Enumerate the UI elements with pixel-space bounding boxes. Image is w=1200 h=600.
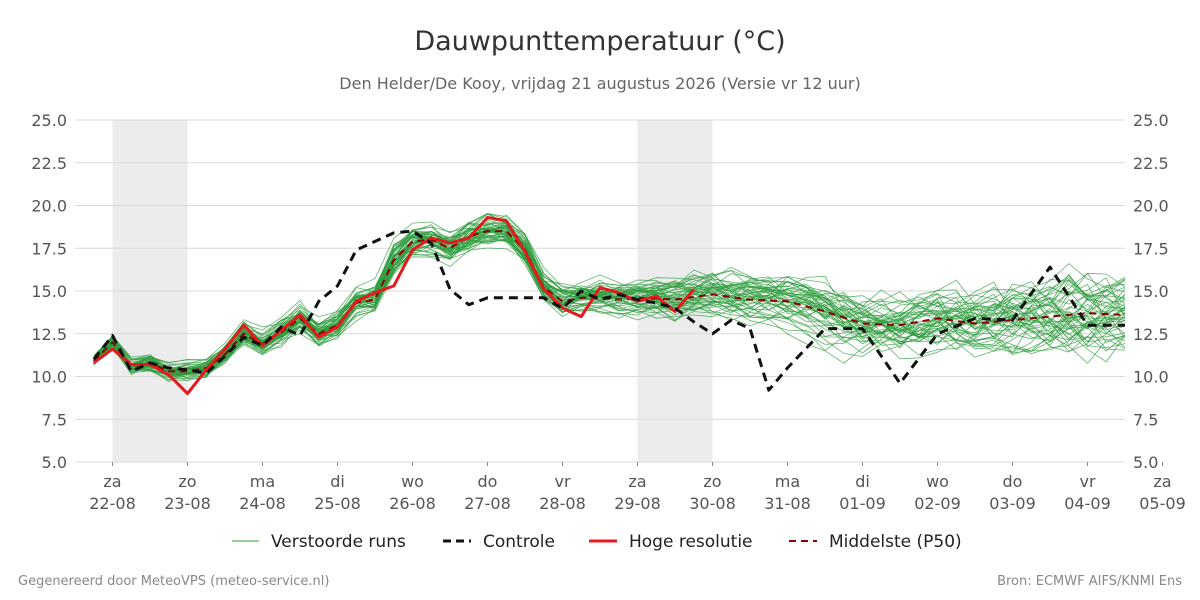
x-tick-date: 01-09	[839, 494, 886, 513]
x-tick-date: 25-08	[314, 494, 361, 513]
series-controle	[92, 229, 1125, 392]
ensemble-run	[93, 232, 1125, 381]
chart-subtitle: Den Helder/De Kooy, vrijdag 21 augustus …	[339, 74, 860, 93]
y-tick-label: 7.5	[42, 410, 67, 429]
ensemble-run	[93, 221, 1125, 380]
footer-generator: Gegenereerd door MeteoVPS (meteo-service…	[18, 574, 329, 589]
ensemble-run	[93, 233, 1125, 381]
legend-label-hoge-resolutie: Hoge resolutie	[629, 532, 753, 552]
x-tick-day: ma	[250, 472, 275, 491]
x-tick-day: zo	[178, 472, 196, 491]
x-tick-date: 26-08	[389, 494, 436, 513]
ensemble-run	[93, 227, 1125, 365]
y-tick-label: 10.0	[1133, 368, 1169, 387]
x-tick-day: wo	[401, 472, 424, 491]
y-tick-label: 20.0	[1133, 197, 1169, 216]
ensemble-run	[93, 226, 1125, 379]
x-tick-day: ma	[775, 472, 800, 491]
y-tick-label: 25.0	[31, 111, 67, 130]
y-tick-label: 7.5	[1133, 410, 1158, 429]
x-axis: za 22-08 zo 23-08 ma 24-08 di 25-08 wo 26-08 do 27-…	[89, 462, 1186, 513]
x-tick-date: 23-08	[164, 494, 211, 513]
y-tick-label: 15.0	[31, 282, 67, 301]
x-tick-day: za	[103, 472, 121, 491]
y-tick-label: 17.5	[1133, 239, 1169, 258]
ensemble-run	[93, 237, 1125, 376]
ensemble-run	[93, 213, 1125, 370]
x-tick-day: zo	[703, 472, 721, 491]
x-tick-date: 04-09	[1064, 494, 1111, 513]
ensemble-run	[93, 224, 1125, 374]
x-tick-date: 28-08	[539, 494, 586, 513]
ensemble-run	[93, 229, 1125, 371]
x-tick-date: 29-08	[614, 494, 661, 513]
x-tick-day: do	[1003, 472, 1023, 491]
y-tick-label: 17.5	[31, 239, 67, 258]
y-tick-label: 15.0	[1133, 282, 1169, 301]
legend-label-p50: Middelste (P50)	[829, 532, 962, 552]
x-tick-day: do	[478, 472, 498, 491]
legend: Verstoorde runs Controle Hoge resolutie …	[232, 532, 962, 552]
x-tick-day: di	[855, 472, 870, 491]
footer-source: Bron: ECMWF AIFS/KNMI Ens	[997, 574, 1182, 589]
y-tick-label: 22.5	[1133, 154, 1169, 173]
x-tick-day: wo	[926, 472, 949, 491]
legend-label-controle: Controle	[483, 532, 555, 552]
x-tick-day: za	[628, 472, 646, 491]
x-tick-date: 02-09	[914, 494, 961, 513]
x-tick-date: 03-09	[989, 494, 1036, 513]
y-tick-label: 5.0	[1133, 453, 1158, 472]
x-tick-date: 24-08	[239, 494, 286, 513]
y-axis-right: 25.0 22.5 20.0 17.5 15.0 12.5 10.0 7.5 5.0	[1133, 111, 1169, 472]
series-p50	[93, 230, 1125, 373]
y-tick-label: 22.5	[31, 154, 67, 173]
chart-title: Dauwpunttemperatuur (°C)	[414, 26, 785, 57]
x-tick-date: 30-08	[689, 494, 736, 513]
ensemble-run	[93, 230, 1125, 374]
legend-label-verstoorde: Verstoorde runs	[271, 532, 406, 552]
main-series	[92, 216, 1125, 396]
x-tick-day: za	[1153, 472, 1171, 491]
ensemble-run	[93, 229, 1125, 375]
y-tick-label: 25.0	[1133, 111, 1169, 130]
x-tick-day: vr	[554, 472, 570, 491]
x-tick-date: 05-09	[1139, 494, 1186, 513]
y-tick-label: 12.5	[31, 325, 67, 344]
x-tick-date: 27-08	[464, 494, 511, 513]
x-tick-day: di	[330, 472, 345, 491]
y-axis-left: 25.0 22.5 20.0 17.5 15.0 12.5 10.0 7.5 5.0	[31, 111, 67, 472]
y-tick-label: 5.0	[42, 453, 67, 472]
y-tick-label: 20.0	[31, 197, 67, 216]
ensemble-run	[93, 231, 1125, 374]
y-tick-label: 10.0	[31, 368, 67, 387]
x-tick-date: 31-08	[764, 494, 811, 513]
x-tick-date: 22-08	[89, 494, 136, 513]
y-tick-label: 12.5	[1133, 325, 1169, 344]
x-tick-day: vr	[1079, 472, 1095, 491]
